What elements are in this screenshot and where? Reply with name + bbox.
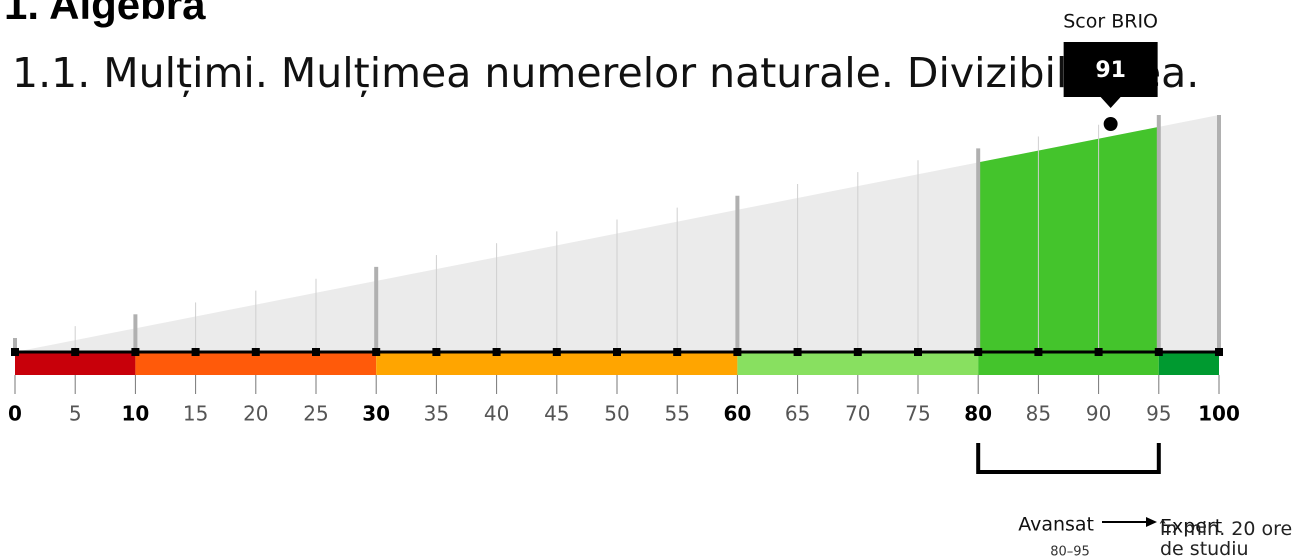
x-tick-label: 75 xyxy=(905,402,930,426)
x-tick-label: 50 xyxy=(604,402,629,426)
tick-marker xyxy=(1034,348,1043,356)
x-tick-label: 95 xyxy=(1146,402,1171,426)
score-value: 91 xyxy=(1095,58,1126,83)
x-tick-label: 35 xyxy=(424,402,449,426)
score-dot xyxy=(1103,117,1118,131)
tick-marker xyxy=(974,348,983,356)
band xyxy=(15,352,136,375)
x-tick-label: 55 xyxy=(664,402,689,426)
x-tick-label: 5 xyxy=(69,402,82,426)
x-tick-label: 65 xyxy=(785,402,810,426)
tick-marker xyxy=(11,348,19,356)
band xyxy=(376,352,738,375)
tick-marker xyxy=(1215,348,1223,356)
x-tick-label: 100 xyxy=(1198,402,1240,426)
x-tick-label: 20 xyxy=(243,402,268,426)
x-tick-label: 85 xyxy=(1026,402,1051,426)
tick-marker xyxy=(613,348,621,356)
x-tick-label: 45 xyxy=(544,402,569,426)
highlight-area xyxy=(978,126,1159,352)
band xyxy=(1158,352,1219,375)
bracket xyxy=(976,443,1161,474)
tick-marker xyxy=(1154,348,1163,356)
tick-marker xyxy=(492,348,501,356)
x-tick-label: 15 xyxy=(183,402,208,426)
tick-marker xyxy=(131,348,140,356)
band xyxy=(737,352,979,375)
x-tick-label: 90 xyxy=(1086,402,1111,426)
band xyxy=(135,352,377,375)
score-label: Scor BRIO xyxy=(1063,11,1158,33)
arrow-head xyxy=(1146,517,1157,527)
next-note: în min. 20 ore de studiu xyxy=(1160,518,1293,558)
tick-marker xyxy=(191,348,200,356)
tick-marker xyxy=(552,348,561,356)
tick-marker xyxy=(733,348,742,356)
x-tick-label: 40 xyxy=(484,402,509,426)
tick-marker xyxy=(914,348,922,356)
tick-marker xyxy=(673,348,682,356)
x-tick-label: 30 xyxy=(362,402,390,426)
x-tick-label: 60 xyxy=(723,402,751,426)
x-tick-label: 80 xyxy=(964,402,992,426)
tick-marker xyxy=(1094,348,1103,356)
x-tick-label: 0 xyxy=(8,402,22,426)
score-badge xyxy=(1063,42,1158,108)
tick-marker xyxy=(251,348,260,356)
chart-title: 1. Algebra xyxy=(4,0,206,28)
highlight-name: Avansat xyxy=(1018,514,1094,536)
tick-marker xyxy=(853,348,862,356)
x-tick-label: 70 xyxy=(845,402,870,426)
highlight-range: 80–95 xyxy=(1050,545,1090,558)
tick-marker xyxy=(793,348,802,356)
next-name: Expert xyxy=(1160,516,1222,538)
x-tick-label: 25 xyxy=(303,402,328,426)
tick-marker xyxy=(71,348,80,356)
tick-marker xyxy=(312,348,320,356)
tick-marker xyxy=(372,348,381,356)
chart-subtitle: 1.1. Mulțimi. Mulțimea numerelor natural… xyxy=(12,49,1199,97)
tick-marker xyxy=(432,348,441,356)
x-tick-label: 10 xyxy=(121,402,149,426)
band xyxy=(978,352,1159,375)
